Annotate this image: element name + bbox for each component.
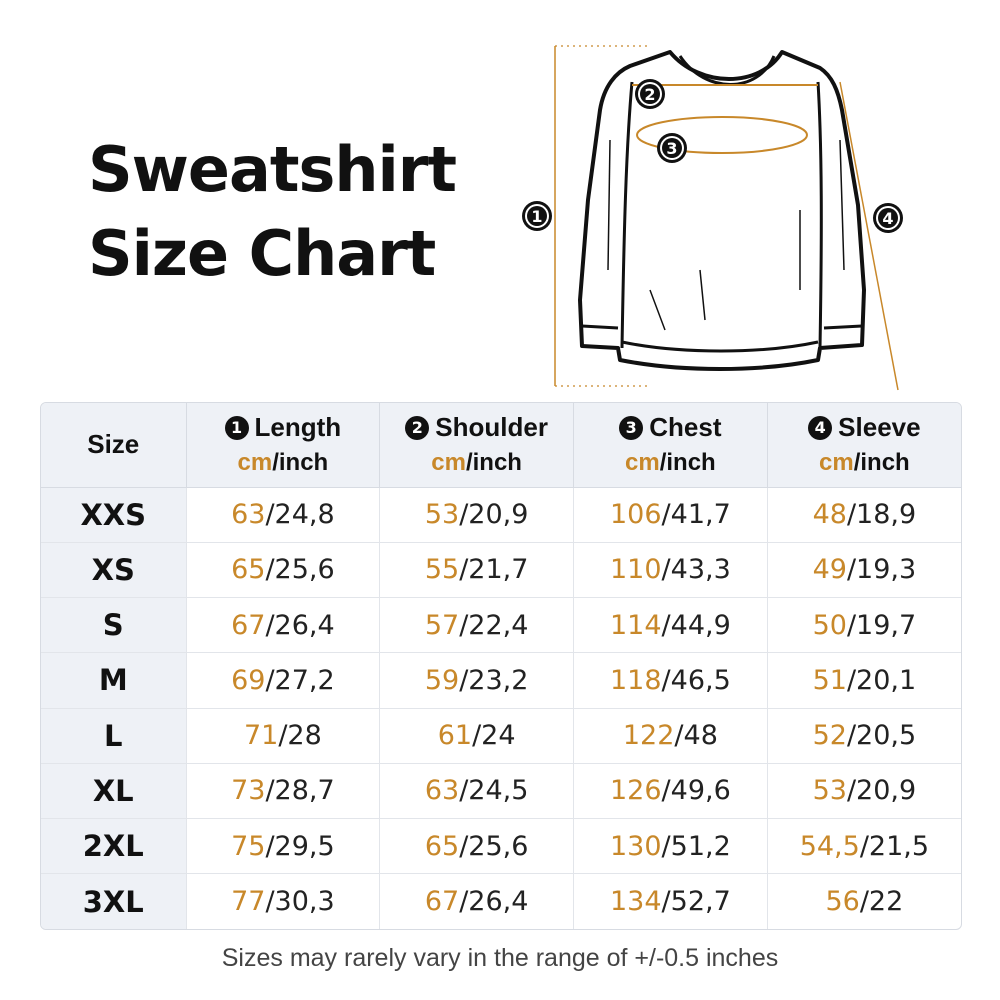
sleeve-cell: 56/22: [825, 886, 904, 918]
sleeve-cell: 51/20,1: [767, 652, 961, 709]
number-badge-icon: 3: [619, 415, 644, 440]
sleeve-cell: 54,5/21,5: [767, 818, 961, 875]
size-variance-note: Sizes may rarely vary in the range of +/…: [221, 944, 779, 972]
shoulder-cell: 65/25,6: [379, 818, 574, 875]
number-badge-icon: 2: [405, 415, 430, 440]
shoulder-cell: 63/24,5: [379, 763, 574, 820]
length-column-header: 1 Length cm/inch: [186, 403, 381, 488]
shoulder-cell: 55/21,7: [379, 542, 574, 599]
unit-label: cm/inch: [625, 449, 716, 477]
unit-label: cm/inch: [431, 449, 522, 477]
length-cell: 65/25,6: [186, 542, 381, 599]
marker-2: 2: [635, 79, 665, 109]
sleeve-cell: 52/20,5: [767, 708, 961, 764]
sleeve-cell: 48/18,9: [767, 487, 961, 543]
shoulder-cell: 67/26,4: [379, 873, 574, 929]
length-cell: 67/26,4: [186, 597, 381, 654]
marker-4: 4: [873, 203, 903, 233]
unit-label: cm/inch: [237, 449, 329, 477]
size-table: Size 1 Length cm/inch 2 Shoulder cm/inch 3…: [40, 402, 962, 930]
size-column-header: Size: [41, 403, 187, 488]
chest-cell: 110/43,3: [573, 542, 768, 599]
number-badge-icon: 1: [224, 415, 249, 440]
shoulder-column-header: 2 Shoulder cm/inch: [379, 403, 574, 488]
size-cell: M: [41, 652, 187, 709]
marker-2-label: 2: [644, 85, 655, 104]
table-row: XS 65/25,6 55/21,7 110/43,3 49/19,3: [41, 542, 961, 599]
size-cell: 3XL: [41, 873, 187, 929]
chest-cell: 118/46,5: [573, 652, 768, 709]
shoulder-cell: 57/22,4: [379, 597, 574, 654]
chest-cell: 126/49,6: [573, 763, 768, 820]
size-cell: XS: [41, 542, 187, 599]
sleeve-cell: 53/20,9: [767, 763, 961, 820]
page-title: Sweatshirt Size Chart: [88, 128, 488, 296]
marker-3: 3: [657, 133, 687, 163]
table-row: S 67/26,4 57/22,4 114/44,9 50/19,7: [41, 597, 961, 654]
marker-4-label: 4: [882, 209, 893, 228]
chest-cell: 106/41,7: [573, 487, 768, 543]
length-cell: 63/24,8: [186, 487, 381, 543]
table-row: M 69/27,2 59/23,2 118/46,5 51/20,1: [41, 652, 961, 709]
shoulder-cell: 59/23,2: [379, 652, 574, 709]
size-cell: S: [41, 597, 187, 654]
table-header-row: Size 1 Length cm/inch 2 Shoulder cm/inch 3…: [41, 403, 961, 488]
length-cell: 69/27,2: [186, 652, 381, 709]
shoulder-cell: 53/20,9: [379, 487, 574, 543]
length-cell: 73/28,7: [186, 763, 381, 820]
shoulder-cell: 61/24: [379, 708, 574, 764]
marker-1: 1: [522, 201, 552, 231]
number-badge-icon: 4: [808, 415, 833, 440]
chest-cell: 114/44,9: [573, 597, 768, 654]
unit-label: cm/inch: [819, 449, 910, 477]
table-row: XXS 63/24,8 53/20,9 106/41,7 48/18,9: [41, 487, 961, 543]
size-cell: XXS: [41, 487, 187, 543]
chest-column-header: 3 Chest cm/inch: [573, 403, 768, 488]
size-cell: XL: [41, 763, 187, 820]
size-cell: L: [41, 708, 187, 764]
sleeve-cell: 49/19,3: [767, 542, 961, 599]
size-cell: 2XL: [41, 818, 187, 875]
table-row: 3XL 77/30,3 67/26,4 134/52,7 56/22: [41, 873, 961, 929]
title-line-2: Size Chart: [88, 217, 436, 290]
sleeve-cell: 50/19,7: [767, 597, 961, 654]
marker-3-label: 3: [666, 139, 677, 158]
chest-cell: 134/52,7: [573, 873, 768, 929]
title-line-1: Sweatshirt: [88, 133, 457, 206]
chest-cell: 130/51,2: [573, 818, 768, 875]
length-cell: 71/28: [186, 708, 381, 764]
marker-1-label: 1: [531, 207, 542, 226]
length-cell: 77/30,3: [186, 873, 381, 929]
table-row: XL 73/28,7 63/24,5 126/49,6 53/20,9: [41, 763, 961, 820]
table-row: 2XL 75/29,5 65/25,6 130/51,2 54,5/21,5: [41, 818, 961, 875]
sweatshirt-illustration: 1 2 3 4: [500, 30, 940, 400]
length-cell: 75/29,5: [186, 818, 381, 875]
sweatshirt-icon: 1 2 3 4: [522, 45, 903, 391]
chest-cell: 122/48: [573, 708, 768, 764]
table-row: L 71/28 61/24 122/48 52/20,5: [41, 708, 961, 764]
sleeve-column-header: 4 Sleeve cm/inch: [767, 403, 961, 488]
